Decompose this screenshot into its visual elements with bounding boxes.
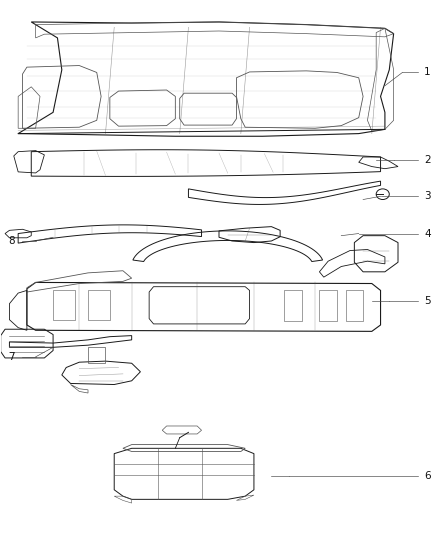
Text: 3: 3 [424,191,431,201]
Text: 6: 6 [424,472,431,481]
Text: 5: 5 [424,296,431,306]
Text: 7: 7 [8,352,15,362]
Text: 8: 8 [8,236,15,246]
Text: 1: 1 [424,68,431,77]
Text: 4: 4 [424,229,431,239]
Text: 2: 2 [424,155,431,165]
